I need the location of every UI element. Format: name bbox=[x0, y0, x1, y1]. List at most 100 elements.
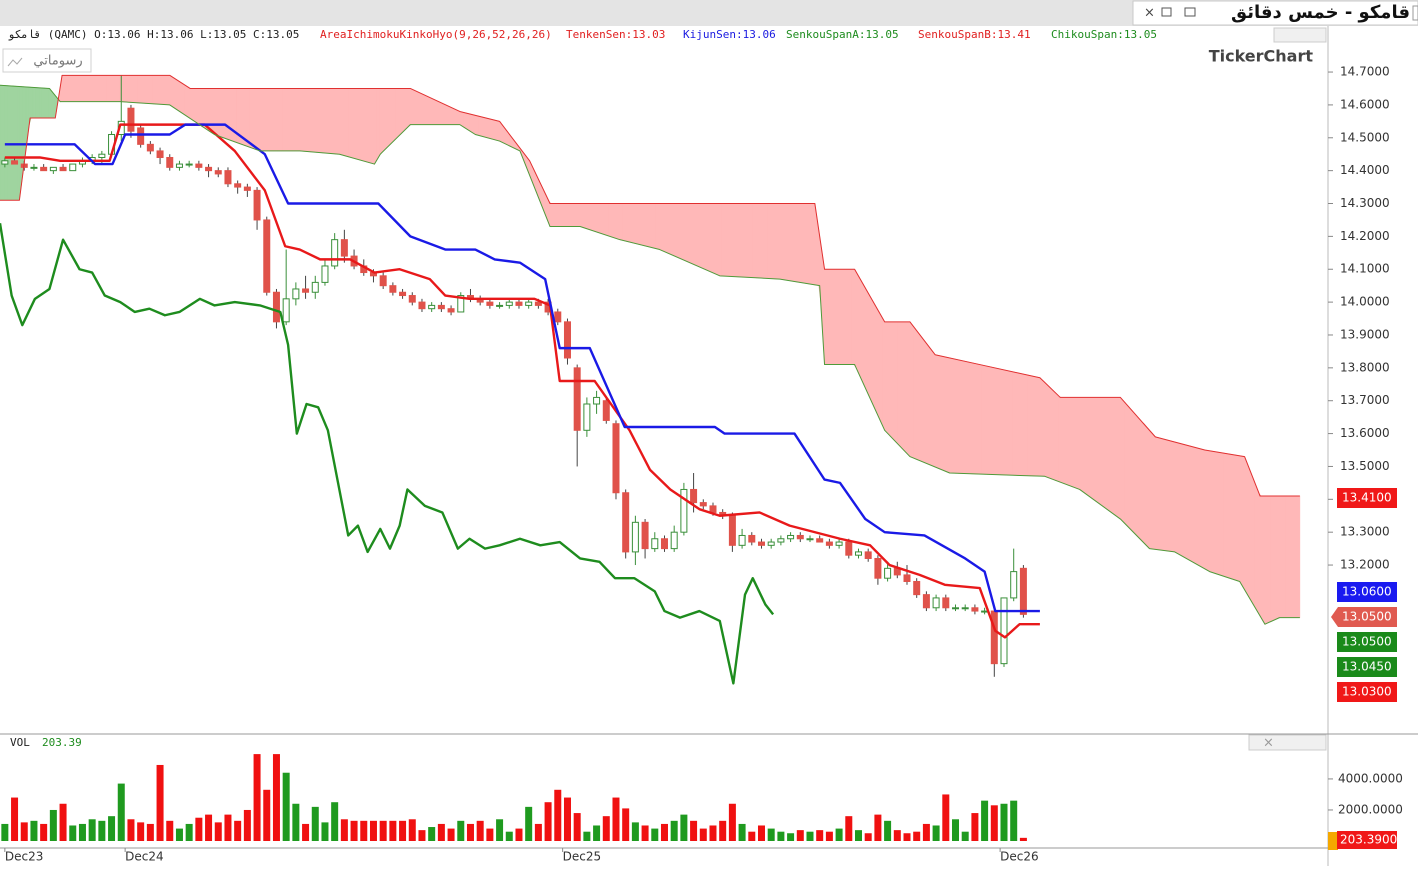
volume-bar bbox=[1000, 803, 1008, 841]
x-tick-label: Dec26 bbox=[1000, 850, 1039, 864]
volume-bar bbox=[263, 789, 271, 841]
legend-entry: ChikouSpan:13.05 bbox=[1051, 28, 1157, 41]
volume-bar bbox=[757, 825, 765, 841]
volume-layer bbox=[1, 754, 1027, 841]
close-button[interactable]: × bbox=[1144, 6, 1155, 21]
volume-bar bbox=[360, 820, 368, 841]
volume-bar bbox=[554, 789, 562, 841]
volume-bar bbox=[88, 819, 96, 841]
volume-bar bbox=[331, 802, 339, 841]
volume-bar bbox=[651, 828, 659, 841]
indicator-line bbox=[4, 123, 1040, 613]
volume-bar bbox=[137, 822, 145, 841]
axes-layer: 14.7000 14.6000 14.5000 14.4000 14.3000 14.20… bbox=[4, 65, 1403, 864]
candle-body bbox=[49, 166, 57, 172]
candle-body bbox=[447, 308, 455, 313]
legend-entry: قامكو (QAMC) O:13.06 H:13.06 L:13.05 C:1… bbox=[8, 28, 299, 41]
volume-bar bbox=[69, 825, 77, 841]
volume-panel-controls[interactable] bbox=[1248, 734, 1327, 751]
candle-body bbox=[437, 304, 445, 310]
drawings-button[interactable] bbox=[2, 48, 92, 73]
volume-bar bbox=[525, 806, 533, 841]
price-badge bbox=[1337, 657, 1397, 677]
y-tick-label: 13.6000 bbox=[1340, 426, 1390, 440]
volume-bar bbox=[534, 823, 542, 841]
candle-body bbox=[515, 301, 523, 306]
volume-bar bbox=[505, 831, 513, 841]
detach-button[interactable] bbox=[1184, 7, 1196, 17]
volume-bar bbox=[466, 823, 474, 841]
candle-body bbox=[30, 166, 38, 169]
candle-body bbox=[253, 189, 261, 221]
candle-body bbox=[292, 288, 300, 300]
candle-body bbox=[903, 574, 911, 582]
candle-body bbox=[389, 285, 397, 293]
y-tick-label: 13.8000 bbox=[1340, 360, 1390, 374]
candle-body bbox=[932, 597, 940, 609]
candle-body bbox=[1, 160, 9, 165]
candle-body bbox=[408, 295, 416, 303]
volume-bar bbox=[719, 820, 727, 841]
volume-bar bbox=[340, 819, 348, 841]
volume-bar bbox=[437, 823, 445, 841]
cloud-fill bbox=[1297, 495, 1301, 618]
candle-body bbox=[195, 163, 203, 168]
candle-body bbox=[175, 163, 183, 168]
candle-body bbox=[864, 551, 872, 559]
volume-bar bbox=[369, 820, 377, 841]
price-badge-label: 13.0500 bbox=[1342, 610, 1392, 624]
price-badge bbox=[1337, 632, 1397, 652]
volume-close-button[interactable]: × bbox=[1263, 736, 1274, 751]
candle-body bbox=[1010, 571, 1018, 599]
candle-body bbox=[913, 580, 921, 596]
volume-bar bbox=[408, 819, 416, 841]
price-badge-label: 13.4100 bbox=[1342, 491, 1392, 505]
candle-body bbox=[961, 607, 969, 610]
candle-body bbox=[680, 488, 688, 533]
candle-body bbox=[505, 301, 513, 306]
volume-bar bbox=[302, 823, 310, 841]
legend-entry: SenkouSpanB:13.41 bbox=[918, 28, 1031, 41]
volume-bar bbox=[214, 822, 222, 841]
volume-bar bbox=[321, 822, 329, 841]
candle-body bbox=[418, 301, 426, 310]
price-badge bbox=[1337, 682, 1397, 702]
candle-body bbox=[728, 515, 736, 546]
restore-button[interactable] bbox=[1161, 7, 1172, 17]
y-tick-label: 14.4000 bbox=[1340, 163, 1390, 177]
legend-entry: TenkenSen:13.03 bbox=[566, 28, 665, 41]
volume-bar bbox=[127, 819, 135, 841]
volume-bar bbox=[1010, 800, 1018, 841]
volume-bar bbox=[990, 805, 998, 841]
y-tick-label: 14.1000 bbox=[1340, 262, 1390, 276]
volume-bar bbox=[1019, 837, 1027, 841]
candle-body bbox=[854, 551, 862, 556]
y-tick-label: 13.7000 bbox=[1340, 393, 1390, 407]
indicator-line bbox=[4, 123, 1040, 639]
price-badge-label: 13.0450 bbox=[1342, 660, 1392, 674]
volume-bar bbox=[496, 819, 504, 841]
candle-body bbox=[981, 610, 989, 613]
x-tick-label: Dec23 bbox=[5, 850, 44, 864]
candle-body bbox=[593, 396, 601, 405]
volume-bar bbox=[787, 833, 795, 841]
volume-bar bbox=[195, 817, 203, 841]
candle-body bbox=[302, 288, 310, 293]
candle-body bbox=[486, 301, 494, 306]
volume-bar bbox=[563, 797, 571, 841]
candle-body bbox=[952, 607, 960, 610]
volume-bar bbox=[845, 816, 853, 841]
volume-bar bbox=[981, 800, 989, 841]
volume-bar bbox=[146, 823, 154, 841]
candle-body bbox=[205, 166, 213, 172]
panel-controls[interactable] bbox=[1273, 27, 1327, 43]
candle-body bbox=[922, 594, 930, 609]
volume-bar bbox=[796, 830, 804, 841]
volume-bar bbox=[932, 825, 940, 841]
volume-badge bbox=[1337, 831, 1397, 849]
drawings-button-label[interactable]: رسوماتي bbox=[33, 54, 82, 69]
candle-body bbox=[234, 183, 242, 188]
volume-bar bbox=[583, 831, 591, 841]
